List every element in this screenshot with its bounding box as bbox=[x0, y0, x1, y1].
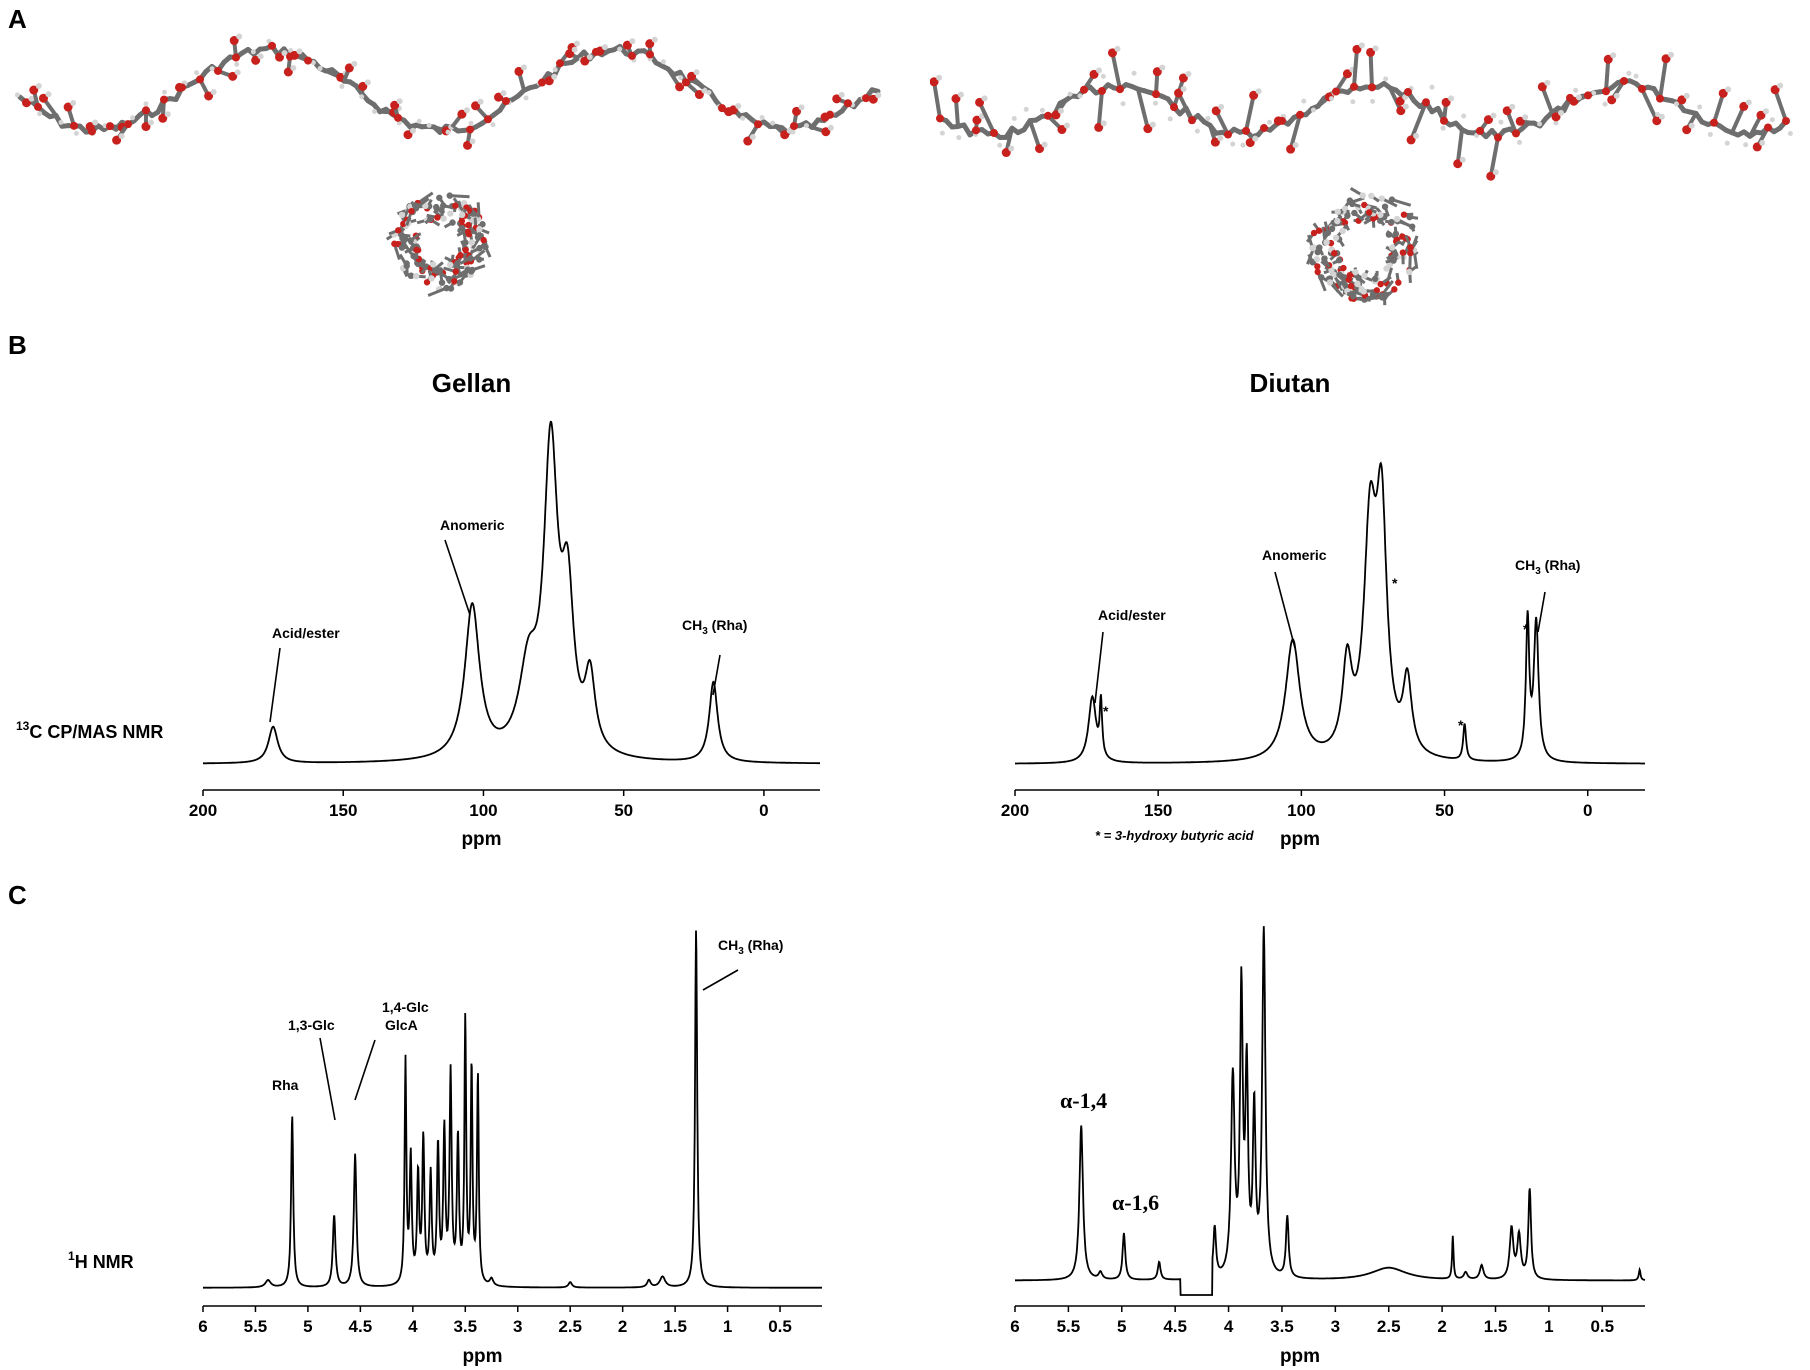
gellan-1h-annotation-leader bbox=[702, 969, 739, 991]
diutan-1h-tick-label: 4 bbox=[1224, 1317, 1234, 1336]
diutan-13c-tick-label: 100 bbox=[1287, 801, 1315, 820]
diutan-1h-tick-label: 5.5 bbox=[1057, 1317, 1081, 1336]
diutan-13c-annotation: * bbox=[1392, 575, 1398, 591]
gellan-1h-annotation-leader bbox=[354, 1039, 376, 1101]
gellan-13c-tick-label: 200 bbox=[189, 801, 217, 820]
diutan-1h-tick-label: 6 bbox=[1010, 1317, 1019, 1336]
diutan-1h-tick-label: 3 bbox=[1331, 1317, 1340, 1336]
diutan-13c-tick-label: 50 bbox=[1435, 801, 1454, 820]
gellan-1h-tick-label: 1 bbox=[723, 1317, 732, 1336]
panel-letter-a: A bbox=[8, 4, 27, 34]
gellan-1h-tick-label: 5 bbox=[303, 1317, 312, 1336]
diutan-13c-annotation: CH3 (Rha) bbox=[1515, 557, 1580, 577]
diutan-1h-tick-label: 2 bbox=[1437, 1317, 1446, 1336]
gellan-1h-tick-label: 5.5 bbox=[244, 1317, 268, 1336]
diutan-1h-tick-label: 0.5 bbox=[1590, 1317, 1614, 1336]
diutan-13c-annotation: Acid/ester bbox=[1098, 607, 1166, 623]
diutan-helix-side-view bbox=[930, 42, 1793, 181]
gellan-1h-x-axis-title: ppm bbox=[462, 1346, 502, 1367]
diutan-13c-annotation: Anomeric bbox=[1262, 547, 1327, 563]
gellan-13c-tick-label: 50 bbox=[614, 801, 633, 820]
diutan-13c-chart: Diutan 200 150 100 50 0 ppm * = 3-hydroxy butyr… bbox=[1001, 368, 1645, 850]
gellan-1h-tick-label: 2.5 bbox=[558, 1317, 582, 1336]
diutan-13c-annotation: * bbox=[1523, 621, 1529, 637]
diutan-helix-end-view bbox=[1305, 187, 1419, 306]
diutan-13c-annotation-leader bbox=[1094, 631, 1104, 704]
diutan-13c-footnote: * = 3-hydroxy butyric acid bbox=[1095, 828, 1255, 843]
gellan-13c-annotation-leader bbox=[444, 539, 471, 616]
gellan-13c-title: Gellan bbox=[432, 368, 511, 398]
gellan-helix-side-view bbox=[14, 33, 882, 150]
gellan-1h-tick-label: 4 bbox=[408, 1317, 418, 1336]
gellan-13c-annotation-leader bbox=[269, 647, 281, 723]
diutan-1h-annotation: α-1,4 bbox=[1060, 1088, 1107, 1113]
gellan-helix-end-view bbox=[385, 191, 492, 297]
diutan-1h-tick-label: 4.5 bbox=[1163, 1317, 1187, 1336]
diutan-1h-tick-label: 1.5 bbox=[1484, 1317, 1508, 1336]
gellan-1h-annotation: 1,4-Glc bbox=[382, 999, 429, 1015]
gellan-1h-annotation: CH3 (Rha) bbox=[718, 937, 783, 957]
diutan-1h-x-axis-title: ppm bbox=[1280, 1346, 1320, 1367]
gellan-13c-x-axis-title: ppm bbox=[461, 829, 501, 850]
diutan-13c-tick-label: 150 bbox=[1144, 801, 1172, 820]
diutan-1h-annotation: α-1,6 bbox=[1112, 1190, 1159, 1215]
gellan-1h-annotation-leader bbox=[319, 1037, 336, 1121]
gellan-1h-spectrum-line bbox=[203, 930, 822, 1289]
gellan-13c-annotation: Acid/ester bbox=[272, 625, 340, 641]
gellan-1h-tick-label: 3.5 bbox=[453, 1317, 477, 1336]
gellan-13c-annotation-leader bbox=[712, 654, 721, 696]
gellan-13c-row-label: 13C CP/MAS NMR bbox=[16, 719, 163, 742]
diutan-13c-tick-label: 200 bbox=[1001, 801, 1029, 820]
gellan-13c-tick-label: 100 bbox=[469, 801, 497, 820]
gellan-1h-annotation: 1,3-Glc bbox=[288, 1017, 335, 1033]
gellan-13c-tick-label: 150 bbox=[329, 801, 357, 820]
gellan-1h-tick-label: 6 bbox=[198, 1317, 207, 1336]
gellan-1h-annotation: Rha bbox=[272, 1077, 299, 1093]
diutan-13c-x-axis-title: ppm bbox=[1280, 829, 1320, 850]
diutan-1h-tick-label: 1 bbox=[1544, 1317, 1553, 1336]
gellan-1h-annotation: GlcA bbox=[385, 1017, 418, 1033]
gellan-1h-tick-label: 1.5 bbox=[663, 1317, 687, 1336]
gellan-13c-annotation: Anomeric bbox=[440, 517, 505, 533]
gellan-13c-spectrum-line bbox=[203, 420, 820, 765]
diutan-13c-title: Diutan bbox=[1250, 368, 1331, 398]
diutan-13c-annotation: * bbox=[1458, 717, 1464, 733]
gellan-13c-annotation: CH3 (Rha) bbox=[682, 617, 747, 637]
gellan-1h-chart: 6 5.5 5 4.5 4 3.5 3 2.5 2 1.5 1 0.5 ppm 1H NMR Rha 1,3-… bbox=[68, 930, 822, 1367]
panel-letter-b: B bbox=[8, 330, 27, 360]
diutan-1h-tick-label: 2.5 bbox=[1377, 1317, 1401, 1336]
diutan-13c-annotation-leader bbox=[1537, 591, 1546, 633]
gellan-1h-tick-label: 2 bbox=[618, 1317, 627, 1336]
diutan-1h-tick-label: 5 bbox=[1117, 1317, 1126, 1336]
panel-letter-c: C bbox=[8, 880, 27, 910]
gellan-1h-tick-label: 4.5 bbox=[349, 1317, 373, 1336]
gellan-13c-chart: Gellan 200 150 100 50 0 ppm 13C CP/MAS NMR Anome… bbox=[16, 368, 820, 850]
gellan-13c-tick-label: 0 bbox=[759, 801, 768, 820]
diutan-13c-annotation: * bbox=[1103, 703, 1109, 719]
diutan-1h-tick-label: 3.5 bbox=[1270, 1317, 1294, 1336]
gellan-1h-row-label: 1H NMR bbox=[68, 1249, 134, 1272]
diutan-13c-tick-label: 0 bbox=[1583, 801, 1592, 820]
gellan-1h-tick-label: 0.5 bbox=[768, 1317, 792, 1336]
gellan-1h-tick-label: 3 bbox=[513, 1317, 522, 1336]
diutan-1h-spectrum-line bbox=[1015, 926, 1646, 1296]
diutan-13c-annotation-leader bbox=[1274, 571, 1296, 649]
diutan-13c-spectrum-line bbox=[1015, 461, 1645, 765]
diutan-1h-chart: 6 5.5 5 4.5 4 3.5 3 2.5 2 1.5 1 0.5 ppm α-1,4 α-1,6 bbox=[1010, 926, 1646, 1367]
